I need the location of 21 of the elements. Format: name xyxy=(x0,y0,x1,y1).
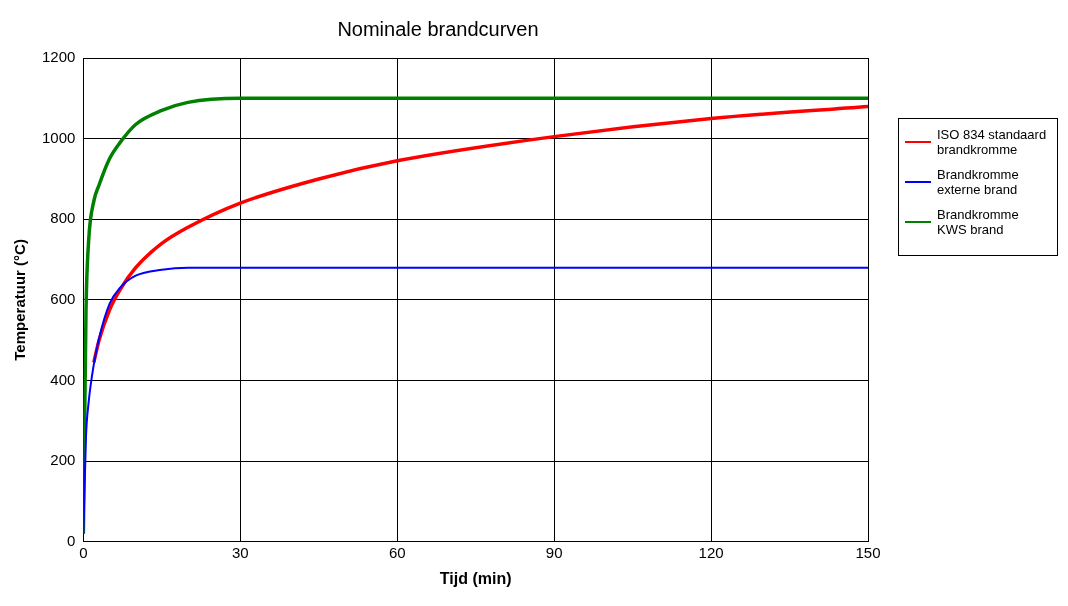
y-tick-label: 200 xyxy=(50,451,76,469)
x-tick-label: 120 xyxy=(698,543,724,561)
legend-label: ISO 834 standaard brandkromme xyxy=(937,127,1048,157)
y-tick-label: 0 xyxy=(67,531,76,549)
y-tick-label: 1000 xyxy=(41,128,76,146)
x-tick-label: 60 xyxy=(388,543,406,561)
x-tick-label: 90 xyxy=(545,543,563,561)
y-tick-label: 600 xyxy=(50,290,76,308)
x-tick-label: 30 xyxy=(231,543,249,561)
legend-label: Brandkromme externe brand xyxy=(937,167,1020,197)
x-tick-label: 150 xyxy=(855,543,881,561)
line-series xyxy=(92,104,868,365)
y-tick-label: 800 xyxy=(50,209,76,227)
y-axis-title: Temperatuur (°C) xyxy=(11,239,29,361)
x-tick-label: 0 xyxy=(79,543,88,561)
y-tick-label: 1200 xyxy=(41,48,76,66)
y-tick-label: 400 xyxy=(50,370,76,388)
x-axis-title: Tijd (min) xyxy=(439,569,512,587)
line-series xyxy=(83,96,868,536)
chart-title: Nominale brandcurven xyxy=(337,17,539,40)
legend-label: Brandkromme KWS brand xyxy=(937,207,1020,237)
